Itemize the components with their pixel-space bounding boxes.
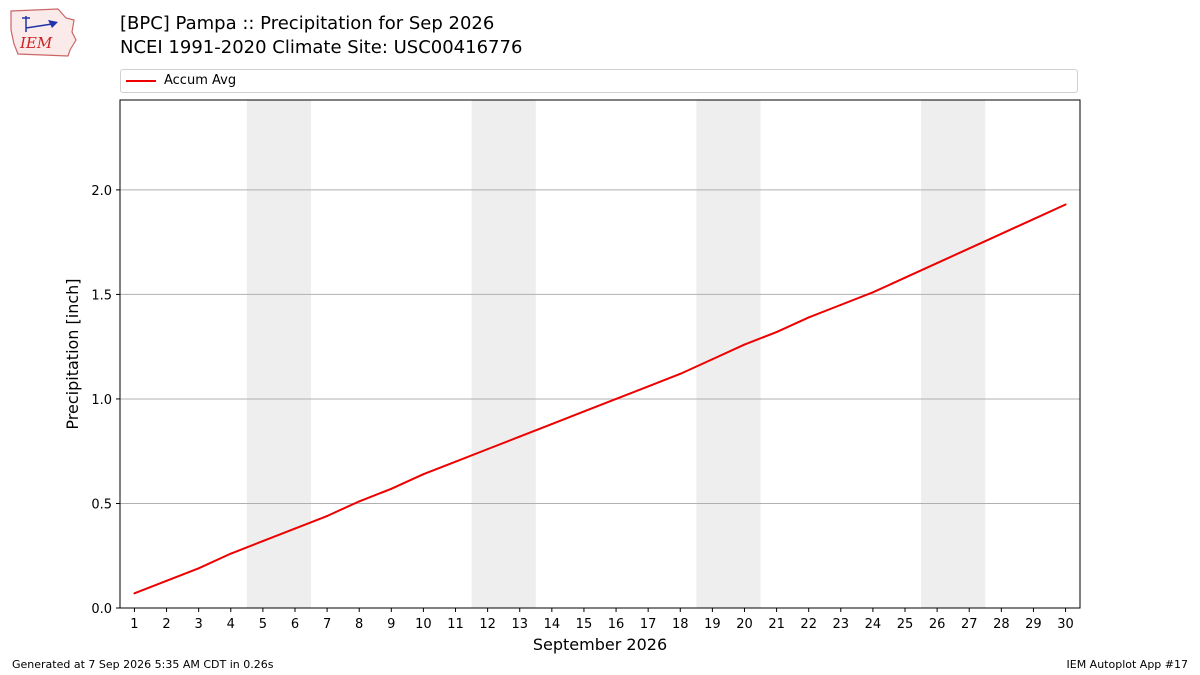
data-point	[454, 460, 457, 463]
x-tick-label: 13	[511, 617, 528, 632]
x-tick-label: 11	[447, 617, 464, 632]
x-tick-label: 29	[1025, 617, 1042, 632]
data-point	[904, 276, 907, 279]
iem-logo-text: IEM	[19, 34, 53, 52]
x-tick-label: 25	[897, 617, 914, 632]
x-tick-label: 4	[227, 617, 235, 632]
x-tick-label: 2	[162, 617, 170, 632]
data-point	[293, 527, 296, 530]
weekend-band-2	[471, 100, 536, 608]
weekend-band-3	[696, 100, 761, 608]
chart-legend: Accum Avg	[120, 69, 1078, 93]
data-point	[486, 448, 489, 451]
x-tick-label: 15	[576, 617, 593, 632]
data-point	[968, 247, 971, 250]
data-point	[550, 423, 553, 426]
data-point	[1032, 218, 1035, 221]
weekend-band-4	[921, 100, 986, 608]
y-tick-label: 1.5	[91, 288, 112, 303]
data-point	[647, 385, 650, 388]
y-tick-label: 1.0	[91, 393, 112, 408]
legend-line-swatch	[126, 80, 156, 82]
data-point	[711, 358, 714, 361]
x-tick-label: 20	[736, 617, 753, 632]
legend-label: Accum Avg	[164, 73, 237, 88]
data-point	[679, 372, 682, 375]
x-tick-label: 18	[672, 617, 689, 632]
x-tick-label: 24	[865, 617, 882, 632]
series-line-accum-avg	[134, 203, 1066, 595]
data-point	[936, 262, 939, 265]
data-point	[197, 567, 200, 570]
footer-app-label: IEM Autoplot App #17	[1066, 658, 1189, 671]
data-point	[229, 552, 232, 555]
chart-title-line2: NCEI 1991-2020 Climate Site: USC00416776	[120, 37, 523, 58]
x-axis-label: September 2026	[533, 635, 667, 654]
weekend-band-1	[246, 100, 312, 608]
data-point	[871, 291, 874, 294]
x-tick-label: 22	[800, 617, 817, 632]
data-point	[326, 515, 329, 518]
x-tick-label: 23	[833, 617, 850, 632]
iowa-outline-icon	[10, 8, 77, 57]
x-tick-label: 8	[355, 617, 363, 632]
data-point	[1064, 203, 1067, 206]
y-tick-label: 2.0	[91, 184, 112, 199]
data-point	[518, 435, 521, 438]
x-tick-label: 28	[993, 617, 1010, 632]
x-tick-label: 3	[195, 617, 203, 632]
x-tick-label: 5	[259, 617, 267, 632]
x-tick-label: 26	[929, 617, 946, 632]
iem-logo: IEM	[10, 8, 77, 57]
x-tick-label: 27	[961, 617, 978, 632]
y-tick-label: 0.5	[91, 497, 112, 512]
data-point	[422, 473, 425, 476]
data-point	[1000, 232, 1003, 235]
data-point	[615, 397, 618, 400]
x-tick-label: 14	[544, 617, 561, 632]
data-point	[133, 592, 136, 595]
data-point	[743, 343, 746, 346]
x-tick-label: 1	[130, 617, 138, 632]
plot-frame	[119, 99, 1081, 609]
x-tick-label: 9	[387, 617, 395, 632]
x-tick-label: 16	[608, 617, 625, 632]
data-point	[582, 410, 585, 413]
data-point	[839, 303, 842, 306]
y-axis-label: Precipitation [inch]	[63, 278, 82, 429]
footer-generated-text: Generated at 7 Sep 2026 5:35 AM CDT in 0…	[12, 658, 274, 671]
x-tick-label: 21	[768, 617, 785, 632]
x-tick-label: 7	[323, 617, 331, 632]
data-point	[165, 579, 168, 582]
chart-title-line1: [BPC] Pampa :: Precipitation for Sep 202…	[120, 13, 495, 34]
x-tick-label: 10	[415, 617, 432, 632]
x-tick-label: 12	[479, 617, 496, 632]
data-point	[261, 540, 264, 543]
data-point	[775, 331, 778, 334]
x-tick-label: 30	[1057, 617, 1074, 632]
x-tick-label: 6	[291, 617, 299, 632]
x-tick-label: 19	[704, 617, 721, 632]
data-point	[390, 487, 393, 490]
x-tick-label: 17	[640, 617, 657, 632]
y-tick-label: 0.0	[91, 602, 112, 617]
data-point	[358, 500, 361, 503]
data-point	[807, 316, 810, 319]
